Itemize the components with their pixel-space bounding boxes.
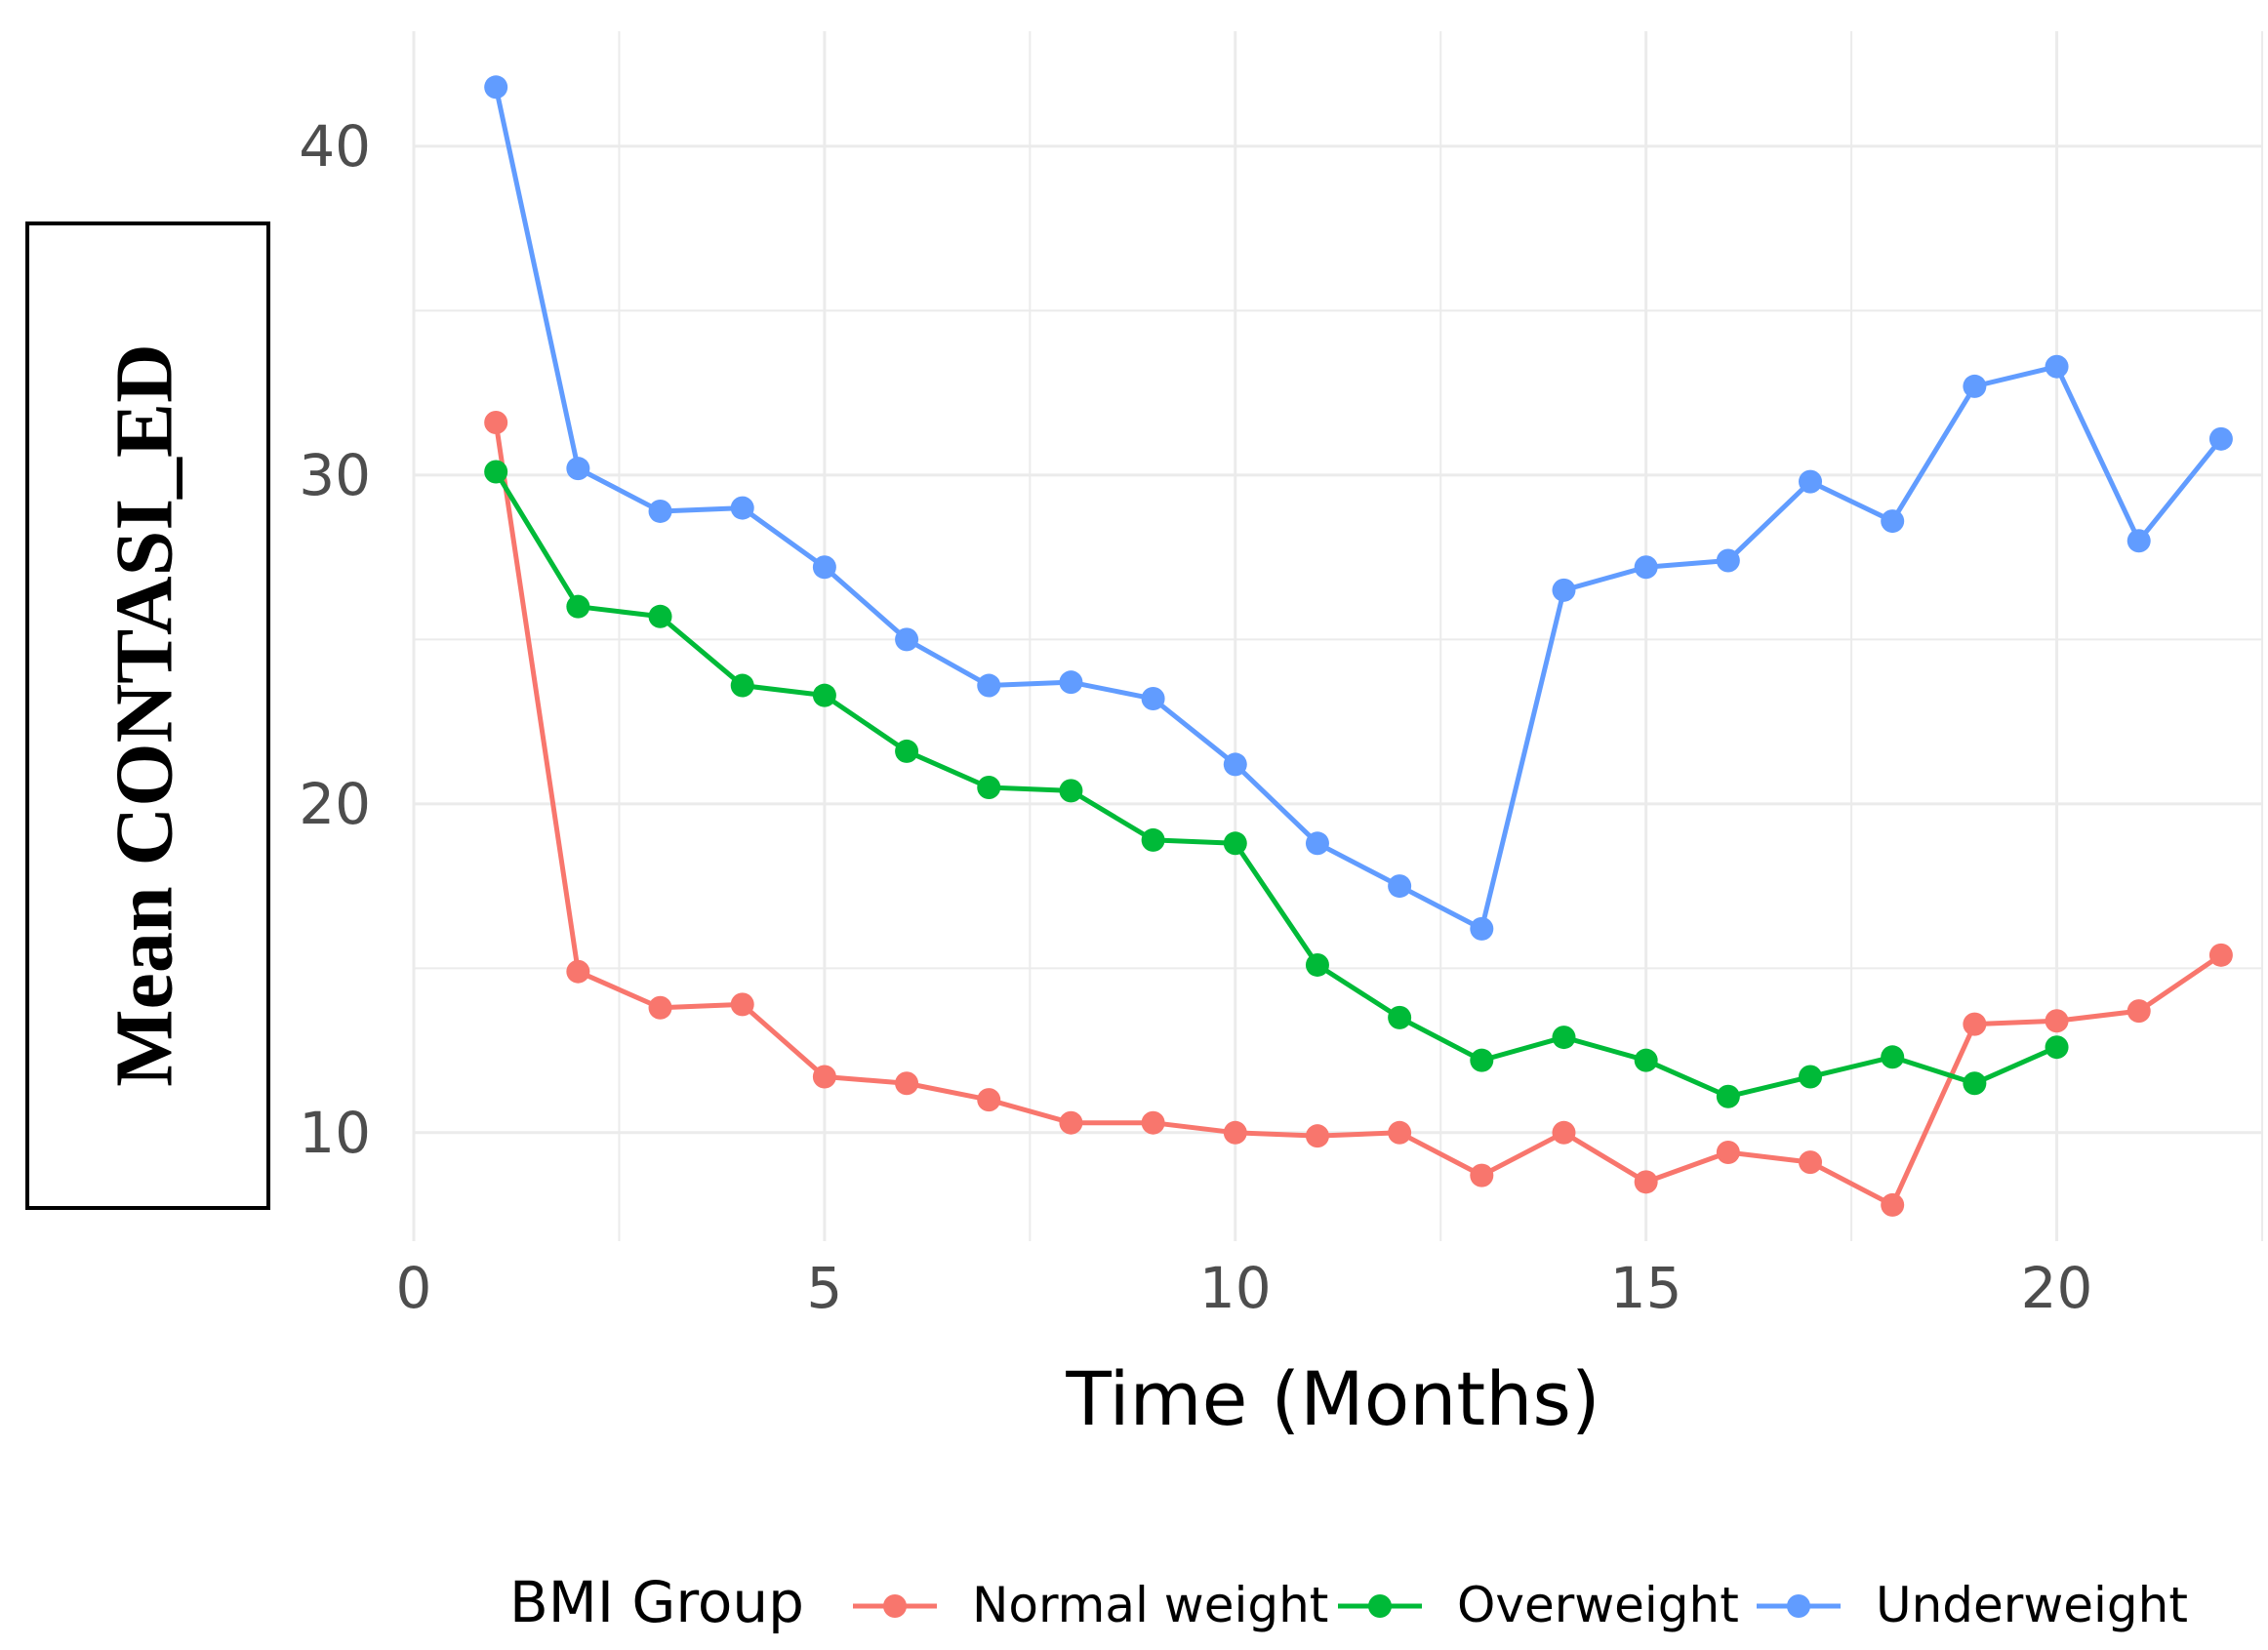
legend-key-point: [883, 1594, 907, 1618]
data-point-underweight: [484, 75, 508, 100]
data-point-overweight: [1799, 1065, 1823, 1089]
series-overweight: [484, 460, 2069, 1108]
data-point-normal-weight: [1799, 1150, 1823, 1175]
data-point-normal-weight: [1223, 1120, 1247, 1145]
y-tick-label: 30: [299, 442, 371, 508]
data-point-normal-weight: [1059, 1110, 1083, 1135]
data-point-underweight: [1141, 687, 1165, 711]
data-point-underweight: [2126, 529, 2151, 553]
data-point-underweight: [1305, 831, 1329, 856]
legend-item-overweight: Overweight: [1338, 1577, 1739, 1633]
data-point-normal-weight: [1141, 1110, 1165, 1135]
data-point-normal-weight: [484, 410, 508, 434]
data-point-normal-weight: [566, 959, 590, 984]
data-point-underweight: [1881, 509, 1905, 534]
data-point-underweight: [1963, 374, 1987, 398]
series-line-normal-weight: [493, 420, 2224, 1208]
data-point-normal-weight: [2045, 1009, 2069, 1033]
data-point-normal-weight: [730, 992, 754, 1017]
data-point-overweight: [1552, 1026, 1576, 1050]
data-point-normal-weight: [1881, 1192, 1905, 1217]
data-point-underweight: [648, 499, 672, 523]
legend-item-normal-weight: Normal weight: [853, 1577, 1328, 1633]
x-axis-ticks: 0 5 10 15 20: [396, 1255, 2093, 1321]
data-point-normal-weight: [648, 995, 672, 1020]
data-point-normal-weight: [1716, 1141, 1740, 1165]
data-point-normal-weight: [977, 1088, 1001, 1112]
series-line-underweight: [493, 84, 2224, 932]
series-line-overweight: [493, 469, 2060, 1100]
x-tick-label: 5: [806, 1255, 842, 1321]
y-tick-label: 10: [299, 1100, 371, 1166]
data-point-overweight: [1881, 1045, 1905, 1069]
data-point-normal-weight: [1305, 1124, 1329, 1148]
data-point-overweight: [812, 683, 836, 707]
grid: [412, 31, 2263, 1241]
data-point-normal-weight: [1388, 1120, 1412, 1145]
series-normal-weight: [484, 410, 2233, 1217]
data-point-normal-weight: [2208, 943, 2233, 967]
legend-item-underweight: Underweight: [1757, 1577, 2188, 1633]
data-point-underweight: [1223, 752, 1247, 777]
data-point-underweight: [1470, 916, 1494, 941]
y-tick-label: 40: [299, 113, 371, 180]
series-underweight: [484, 75, 2233, 941]
x-tick-label: 20: [2021, 1255, 2093, 1321]
legend-title: BMI Group: [509, 1569, 804, 1635]
data-point-underweight: [812, 555, 836, 580]
legend-label: Overweight: [1457, 1577, 1739, 1633]
legend: BMI Group Normal weight Overweight Underwe…: [509, 1569, 2188, 1635]
data-point-overweight: [895, 739, 919, 763]
data-point-overweight: [2045, 1035, 2069, 1060]
legend-label: Normal weight: [972, 1577, 1328, 1633]
y-axis-ticks: 10 20 30 40: [299, 113, 371, 1166]
y-axis-title-border: [25, 221, 270, 1210]
data-point-normal-weight: [2126, 999, 2151, 1024]
data-point-overweight: [1388, 1005, 1412, 1029]
x-axis-title: Time (Months): [1065, 1355, 1600, 1442]
data-point-overweight: [484, 460, 508, 484]
x-tick-label: 0: [396, 1255, 432, 1321]
data-point-underweight: [730, 496, 754, 520]
data-point-underweight: [1552, 578, 1576, 602]
data-point-normal-weight: [1470, 1163, 1494, 1187]
data-point-normal-weight: [895, 1071, 919, 1096]
data-point-underweight: [1388, 874, 1412, 899]
data-point-underweight: [1799, 469, 1823, 494]
data-point-normal-weight: [1552, 1120, 1576, 1145]
y-axis-title-box: Mean CONTASI_ED: [25, 221, 270, 1210]
data-point-normal-weight: [1634, 1170, 1658, 1194]
data-point-overweight: [1305, 952, 1329, 977]
data-point-overweight: [1223, 831, 1247, 856]
data-point-overweight: [566, 594, 590, 619]
data-point-overweight: [648, 604, 672, 628]
y-axis-title: Mean CONTASI_ED: [99, 343, 189, 1087]
legend-key-point: [1787, 1594, 1810, 1618]
data-point-underweight: [1716, 548, 1740, 573]
data-point-overweight: [730, 673, 754, 698]
data-point-overweight: [977, 776, 1001, 799]
data-point-overweight: [1141, 827, 1165, 852]
data-point-normal-weight: [812, 1065, 836, 1089]
legend-key-point: [1368, 1594, 1392, 1618]
data-point-underweight: [2208, 426, 2233, 451]
data-point-underweight: [566, 457, 590, 481]
data-point-overweight: [1634, 1048, 1658, 1072]
data-point-normal-weight: [1963, 1012, 1987, 1036]
x-tick-label: 10: [1199, 1255, 1272, 1321]
data-point-underweight: [895, 627, 919, 652]
data-point-underweight: [1634, 555, 1658, 580]
data-point-underweight: [1059, 670, 1083, 695]
data-point-overweight: [1059, 779, 1083, 803]
legend-label: Underweight: [1876, 1577, 2188, 1633]
y-tick-label: 20: [299, 771, 371, 837]
data-point-overweight: [1716, 1084, 1740, 1108]
data-point-overweight: [1963, 1071, 1987, 1096]
data-point-underweight: [977, 673, 1001, 698]
data-point-underweight: [2045, 354, 2069, 379]
plot-series: [484, 75, 2233, 1217]
data-point-overweight: [1470, 1048, 1494, 1072]
x-tick-label: 15: [1610, 1255, 1682, 1321]
